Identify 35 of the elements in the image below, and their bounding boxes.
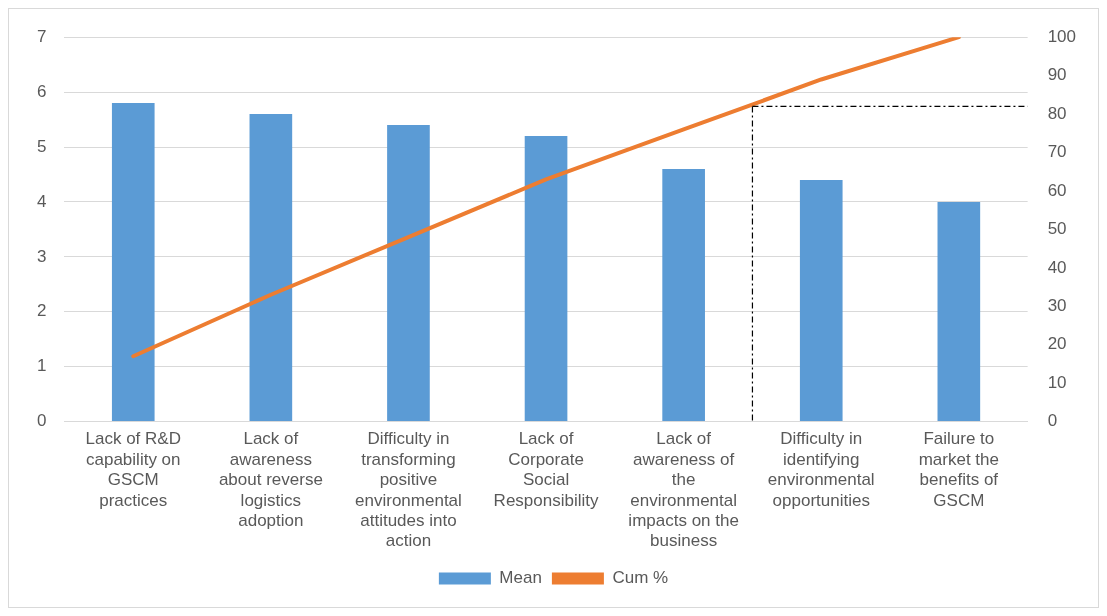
x-tick-label: Lack of Corporate Social Responsibility [493, 429, 599, 510]
x-tick-label: Lack of R&D capability on GSCM practices [85, 429, 181, 510]
bar [662, 168, 705, 422]
x-tick-label: Difficulty in identifying environmental opportunities [767, 429, 875, 510]
bar [799, 179, 843, 422]
bar [387, 125, 430, 422]
y-tick-label: 3 [36, 246, 47, 266]
bar [111, 103, 155, 422]
bar [937, 201, 981, 422]
y2-tick-label: 90 [1047, 65, 1067, 85]
y2-tick-label: 100 [1047, 26, 1077, 46]
y2-tick-label: 60 [1047, 180, 1067, 200]
y2-tick-label: 20 [1047, 334, 1067, 354]
bar [524, 136, 568, 422]
y2-tick-label: 10 [1047, 372, 1067, 392]
x-tick-label: Difficulty in transforming positive environmental attitudes into action [355, 429, 462, 551]
x-tick-label: Lack of awareness about reverse logistics adoption [218, 429, 323, 531]
y-tick-label: 5 [36, 136, 47, 156]
y-tick-label: 2 [36, 301, 47, 321]
y-tick-label: 1 [36, 356, 47, 376]
y2-tick-label: 30 [1047, 295, 1067, 315]
x-tick-label: Lack of awareness of the environmental impacts on the business [628, 429, 739, 551]
y2-tick-label: 80 [1047, 103, 1067, 123]
y-tick-label: 7 [36, 26, 47, 46]
y2-tick-label: 0 [1047, 411, 1058, 431]
y2-tick-label: 50 [1047, 219, 1067, 239]
bar [249, 114, 293, 422]
y-tick-label: 6 [36, 81, 47, 101]
legend-label: Cum % [612, 568, 669, 588]
y-tick-label: 0 [36, 411, 47, 431]
y2-tick-label: 70 [1047, 142, 1067, 162]
x-tick-label: Failure to market the benefits of GSCM [918, 429, 999, 510]
y2-tick-label: 40 [1047, 257, 1067, 277]
y-tick-label: 4 [36, 191, 47, 211]
legend-label: Mean [499, 568, 542, 588]
